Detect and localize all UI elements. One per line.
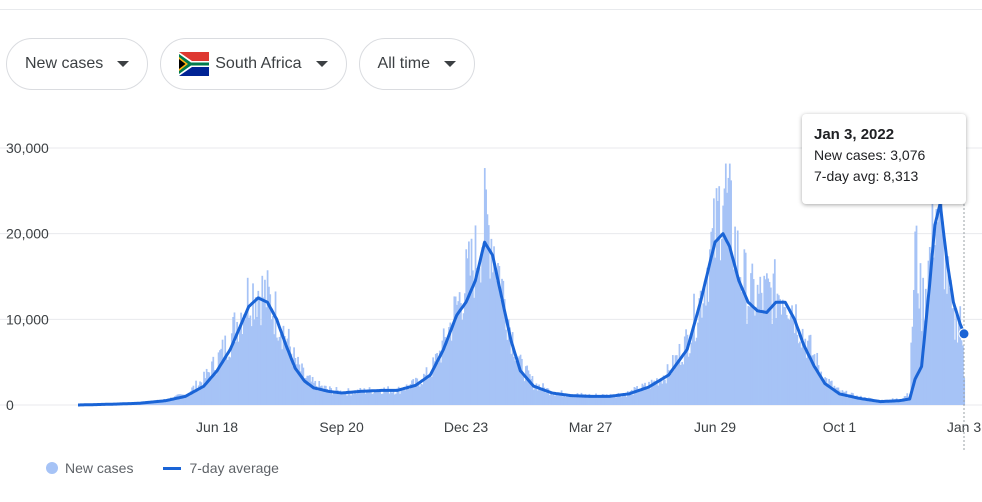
x-tick-label: Sep 20	[319, 419, 364, 435]
x-tick-label: Oct 1	[823, 419, 857, 435]
x-tick-label: Mar 27	[569, 419, 613, 435]
y-tick-label: 0	[6, 397, 14, 413]
legend-new-cases-marker	[46, 462, 58, 474]
chart-legend: New cases 7-day average	[46, 460, 279, 476]
legend-avg-marker	[163, 467, 181, 470]
hover-point	[959, 329, 969, 339]
x-tick-label: Dec 23	[444, 419, 489, 435]
tooltip-date: Jan 3, 2022	[814, 124, 954, 145]
y-tick-label: 10,000	[6, 311, 49, 327]
y-tick-label: 30,000	[6, 140, 49, 156]
legend-avg-label: 7-day average	[189, 460, 279, 476]
tooltip-avg: 7-day avg: 8,313	[814, 166, 954, 187]
tooltip-new-cases: New cases: 3,076	[814, 145, 954, 166]
legend-new-cases-label: New cases	[65, 460, 133, 476]
x-tick-label: Jun 18	[196, 419, 238, 435]
x-tick-label: Jun 29	[694, 419, 736, 435]
y-tick-label: 20,000	[6, 226, 49, 242]
chart-tooltip: Jan 3, 2022 New cases: 3,076 7-day avg: …	[802, 114, 966, 204]
